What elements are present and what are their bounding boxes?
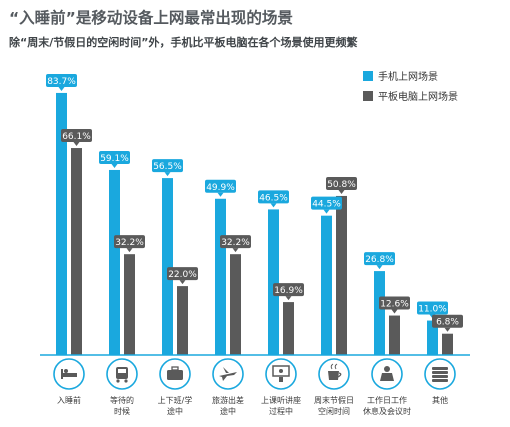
svg-text:上下班/学: 上下班/学 <box>158 395 193 405</box>
value-label-mobile: 44.5% <box>311 196 342 214</box>
svg-text:时候: 时候 <box>114 406 130 416</box>
bar-mobile <box>56 92 67 356</box>
office-icon <box>371 358 403 390</box>
svg-text:50.8%: 50.8% <box>327 180 356 190</box>
svg-text:途中: 途中 <box>167 406 183 416</box>
svg-text:49.9%: 49.9% <box>206 183 235 193</box>
bar-tablet <box>71 148 82 355</box>
svg-text:16.9%: 16.9% <box>274 286 303 296</box>
value-label-tablet: 32.2% <box>220 235 251 253</box>
svg-text:46.5%: 46.5% <box>259 193 288 203</box>
bar-mobile <box>427 320 438 355</box>
svg-text:66.1%: 66.1% <box>62 132 91 142</box>
bar-mobile <box>215 198 226 355</box>
svg-text:途中: 途中 <box>220 406 236 416</box>
bar-tablet <box>230 254 241 355</box>
bar-tablet <box>124 254 135 355</box>
bar-tablet <box>177 286 188 355</box>
svg-text:空闲时间: 空闲时间 <box>318 406 350 416</box>
value-label-mobile: 49.9% <box>205 179 236 197</box>
bars-layer: 83.7% 66.1% 59.1% 32.2% 56.5% 22.0% 49.9% 32.2%… <box>40 73 470 356</box>
category-icons <box>53 358 456 390</box>
value-label-mobile: 26.8% <box>364 252 395 270</box>
legend-swatch <box>363 91 373 101</box>
books-icon <box>424 358 456 390</box>
svg-text:入睡前: 入睡前 <box>57 395 81 405</box>
value-label-tablet: 50.8% <box>326 176 357 194</box>
chart-title: “入睡前”是移动设备上网最常出现的场景 <box>9 9 293 27</box>
category-label: 上下班/学途中 <box>158 395 193 416</box>
legend-label: 平板电脑上网场景 <box>378 90 458 103</box>
svg-text:56.5%: 56.5% <box>153 162 182 172</box>
svg-text:工作日工作: 工作日工作 <box>367 395 407 405</box>
value-label-tablet: 32.2% <box>114 235 145 253</box>
value-label-tablet: 16.9% <box>273 283 304 301</box>
bus-icon <box>106 358 138 390</box>
bar-tablet <box>389 315 400 355</box>
bar-mobile <box>374 271 385 355</box>
svg-text:32.2%: 32.2% <box>221 238 250 248</box>
svg-text:83.7%: 83.7% <box>47 77 76 87</box>
value-label-tablet: 22.0% <box>167 267 198 285</box>
bed-icon <box>53 358 85 390</box>
value-label-mobile: 59.1% <box>99 150 130 168</box>
bar-mobile <box>268 209 279 355</box>
svg-text:周末节假日: 周末节假日 <box>314 395 354 405</box>
value-label-mobile: 46.5% <box>258 190 289 208</box>
svg-text:等待的: 等待的 <box>110 395 134 405</box>
bar-tablet <box>442 333 453 355</box>
svg-text:22.0%: 22.0% <box>168 270 197 280</box>
value-label-mobile: 56.5% <box>152 159 183 177</box>
value-label-tablet: 66.1% <box>61 129 92 147</box>
svg-text:休息及会议时: 休息及会议时 <box>363 406 411 416</box>
svg-text:11.0%: 11.0% <box>418 305 447 315</box>
classroom-icon <box>265 358 297 390</box>
svg-text:12.6%: 12.6% <box>380 300 409 310</box>
bar-mobile <box>321 215 332 355</box>
svg-text:6.8%: 6.8% <box>436 318 459 328</box>
legend-swatch <box>363 71 373 81</box>
svg-text:26.8%: 26.8% <box>365 255 394 265</box>
svg-text:32.2%: 32.2% <box>115 238 144 248</box>
value-label-tablet: 12.6% <box>379 296 410 314</box>
bar-tablet <box>336 195 347 355</box>
coffee-icon <box>318 358 350 390</box>
category-label: 其他 <box>432 395 448 405</box>
svg-text:其他: 其他 <box>432 395 448 405</box>
svg-text:过程中: 过程中 <box>269 406 293 416</box>
svg-text:旅游出差: 旅游出差 <box>212 395 244 405</box>
svg-text:上课听讲座: 上课听讲座 <box>261 395 301 405</box>
chart-subtitle: 除“周末/节假日的空闲时间”外，手机比平板电脑在各个场景使用更频繁 <box>9 36 358 49</box>
legend-label: 手机上网场景 <box>378 70 438 83</box>
category-labels: 入睡前 等待的时候上下班/学途中旅游出差途中上课听讲座过程中周末节假日空闲时间工作… <box>57 395 448 416</box>
svg-text:44.5%: 44.5% <box>312 200 341 210</box>
svg-text:59.1%: 59.1% <box>100 154 129 164</box>
bar-tablet <box>283 302 294 355</box>
value-label-tablet: 6.8% <box>432 314 463 332</box>
value-label-mobile: 83.7% <box>46 73 77 91</box>
briefcase-icon <box>159 358 191 390</box>
category-label: 入睡前 <box>57 395 81 405</box>
bar-mobile <box>109 169 120 355</box>
airplane-icon <box>212 358 244 390</box>
bar-mobile <box>162 178 173 355</box>
